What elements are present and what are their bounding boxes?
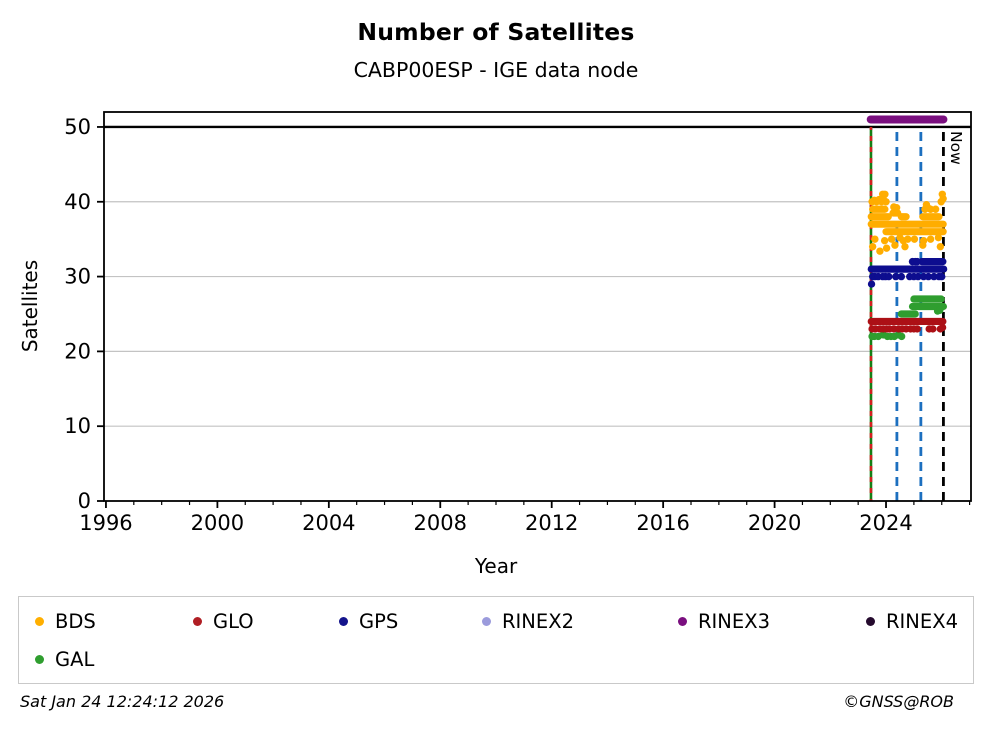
- series-point-bds: [881, 190, 889, 198]
- y-tick-label: 0: [78, 489, 91, 513]
- y-tick-label: 20: [64, 339, 91, 363]
- series-point-gps: [885, 272, 893, 281]
- legend-item-rinex3: RINEX3: [678, 603, 866, 639]
- series-point-gps: [914, 272, 922, 281]
- legend-dot-rinex2-icon: [482, 616, 491, 626]
- series-point-bds: [882, 244, 891, 252]
- legend-dot-rinex4-icon: [866, 616, 875, 626]
- y-axis-label: Satellites: [18, 259, 42, 353]
- series-point-glo: [913, 325, 921, 333]
- series-point-bds: [887, 235, 896, 243]
- legend-label: RINEX2: [502, 609, 574, 633]
- legend-item-glo: GLO: [193, 603, 339, 639]
- legend-item-gps: GPS: [339, 603, 482, 639]
- series-point-bds: [871, 235, 879, 243]
- legend-dot-gal-icon: [35, 654, 44, 664]
- series-point-bds: [882, 198, 890, 206]
- y-tick-label: 30: [64, 265, 91, 289]
- legend-label: GPS: [359, 609, 399, 633]
- legend-item-rinex4: RINEX4: [866, 603, 973, 639]
- legend: BDS GLO GPS RINEX2 RINEX3 RINEX4 GAL: [18, 596, 974, 684]
- now-line-label: Now: [947, 131, 965, 165]
- series-point-gps: [938, 272, 946, 281]
- legend-label: GAL: [55, 647, 95, 671]
- series-point-bds: [876, 247, 884, 255]
- legend-item-bds: BDS: [35, 603, 193, 639]
- series-point-bds: [926, 235, 935, 243]
- series-point-gps: [867, 280, 876, 288]
- legend-label: BDS: [55, 609, 96, 633]
- x-tick-label: 2016: [636, 511, 689, 535]
- x-tick-label: 2008: [414, 511, 467, 535]
- legend-dot-gps-icon: [339, 616, 348, 626]
- series-point-glo: [938, 323, 947, 332]
- series-point-bds: [868, 242, 877, 251]
- legend-label: GLO: [213, 609, 254, 633]
- x-tick-label: 2000: [191, 511, 244, 535]
- series-point-gps: [897, 272, 906, 281]
- series-point-bds: [919, 241, 927, 249]
- legend-item-rinex2: RINEX2: [482, 603, 678, 639]
- legend-label: RINEX4: [886, 609, 958, 633]
- chart-subtitle: CABP00ESP - IGE data node: [353, 58, 639, 82]
- x-tick-label: 2004: [302, 511, 355, 535]
- series-point-bds: [880, 236, 889, 245]
- legend-label: RINEX3: [698, 609, 770, 633]
- plot-timestamp: Sat Jan 24 12:24:12 2026: [20, 692, 225, 711]
- series-point-gps: [892, 272, 900, 281]
- series-point-gps: [913, 257, 921, 266]
- series-point-gps: [924, 272, 933, 281]
- legend-dot-glo-icon: [193, 616, 202, 626]
- y-tick-label: 10: [64, 414, 91, 438]
- x-tick-label: 1996: [79, 511, 132, 535]
- series-point-gal: [936, 306, 944, 314]
- x-tick-label: 2024: [859, 511, 912, 535]
- satellite-count-plot: 1996 2000 2004 2008 2012 2016 2020 2024 0 10 20 30 4…: [64, 111, 972, 535]
- plot-frame: [103, 111, 972, 502]
- series-point-bds: [931, 205, 940, 213]
- chart-title: Number of Satellites: [357, 18, 635, 46]
- x-tick-label: 2020: [748, 511, 801, 535]
- series-point-gal: [897, 332, 906, 341]
- legend-dot-bds-icon: [35, 616, 44, 626]
- legend-dot-rinex3-icon: [678, 616, 687, 626]
- series-point-bds: [934, 233, 943, 242]
- copyright-credit: ©GNSS@ROB: [843, 692, 954, 711]
- series-point-glo: [929, 325, 937, 333]
- legend-item-gal: GAL: [35, 641, 193, 677]
- series-point-bds: [937, 198, 945, 206]
- series-point-bds: [910, 235, 919, 243]
- series-point-bds: [904, 235, 912, 243]
- series-point-bds: [901, 242, 909, 251]
- series-point-bds: [892, 204, 901, 212]
- x-tick-label: 2012: [525, 511, 578, 535]
- y-tick-label: 50: [64, 115, 91, 139]
- series-point-bds: [891, 241, 899, 249]
- x-axis-label: Year: [474, 554, 518, 578]
- y-tick-label: 40: [64, 190, 91, 214]
- series-point-bds: [936, 242, 945, 251]
